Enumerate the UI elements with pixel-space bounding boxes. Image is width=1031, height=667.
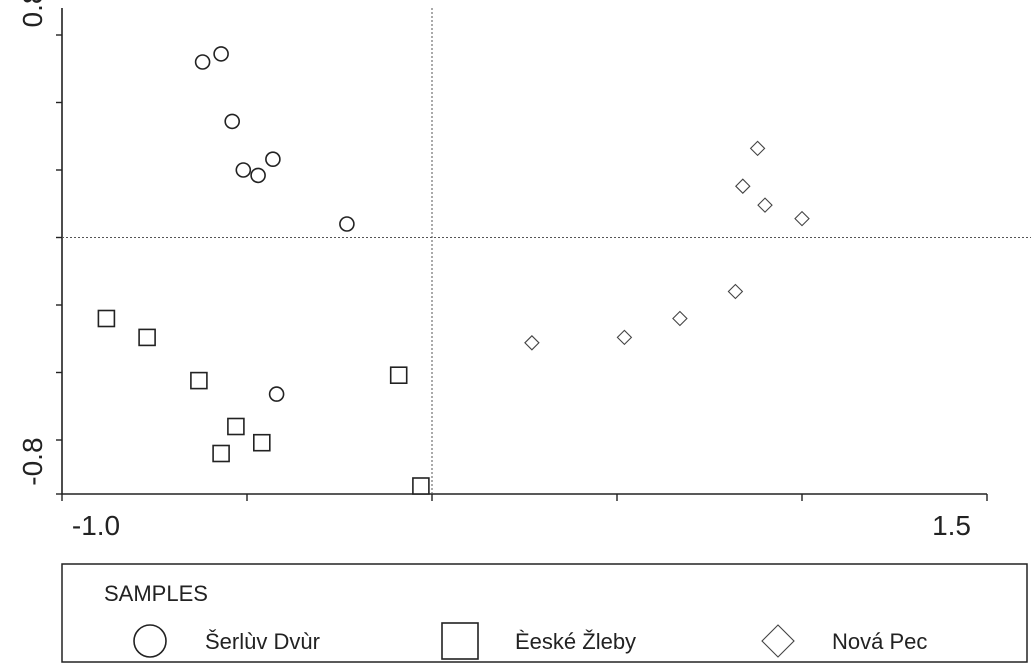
point-diamond-4 xyxy=(727,283,744,300)
point-square-4 xyxy=(212,444,230,463)
legend-diamond-icon xyxy=(761,624,795,658)
point-circle-2 xyxy=(224,113,240,130)
point-circle-7 xyxy=(339,216,355,232)
point-circle-6 xyxy=(268,386,285,402)
legend-label-1: Èeské Žleby xyxy=(515,629,636,654)
point-square-6 xyxy=(389,366,408,385)
point-diamond-7 xyxy=(524,335,540,351)
legend-item-2: Nová Pec xyxy=(761,624,927,658)
point-square-3 xyxy=(227,417,245,436)
x-tick-label-left: -1.0 xyxy=(72,510,120,541)
point-square-1 xyxy=(138,328,156,347)
legend-item-0: Šerlùv Dvùr xyxy=(133,624,320,658)
point-circle-3 xyxy=(235,162,252,178)
plot-layer: 0.8 -0.8 -1.0 1.5 xyxy=(17,0,1031,541)
legend-box xyxy=(61,563,1028,663)
point-circle-0 xyxy=(194,54,211,70)
legend-label-0: Šerlùv Dvùr xyxy=(205,629,320,654)
x-tick-label-right: 1.5 xyxy=(932,510,971,541)
point-diamond-6 xyxy=(616,329,633,346)
legend: SAMPLES Šerlùv Dvùr Èeské Žleby Nová Pec xyxy=(61,563,1028,663)
point-circle-1 xyxy=(213,46,229,62)
point-circle-4 xyxy=(250,167,266,184)
legend-square-icon xyxy=(441,622,479,660)
point-square-2 xyxy=(190,371,208,390)
point-diamond-0 xyxy=(749,140,766,157)
legend-label-2: Nová Pec xyxy=(832,629,927,654)
point-diamond-2 xyxy=(757,197,773,213)
point-circle-5 xyxy=(265,151,281,167)
legend-items: Šerlùv Dvùr Èeské Žleby Nová Pec xyxy=(133,622,927,660)
point-diamond-5 xyxy=(672,310,688,327)
point-square-0 xyxy=(97,309,116,328)
legend-circle-icon xyxy=(133,624,167,658)
y-tick-label-bottom: -0.8 xyxy=(17,437,48,485)
point-diamond-1 xyxy=(735,178,751,194)
point-diamond-3 xyxy=(794,210,810,227)
legend-title: SAMPLES xyxy=(104,581,208,606)
legend-item-1: Èeské Žleby xyxy=(441,622,636,660)
point-square-7 xyxy=(412,477,430,495)
point-square-5 xyxy=(253,433,271,452)
y-tick-label-top: 0.8 xyxy=(17,0,48,27)
